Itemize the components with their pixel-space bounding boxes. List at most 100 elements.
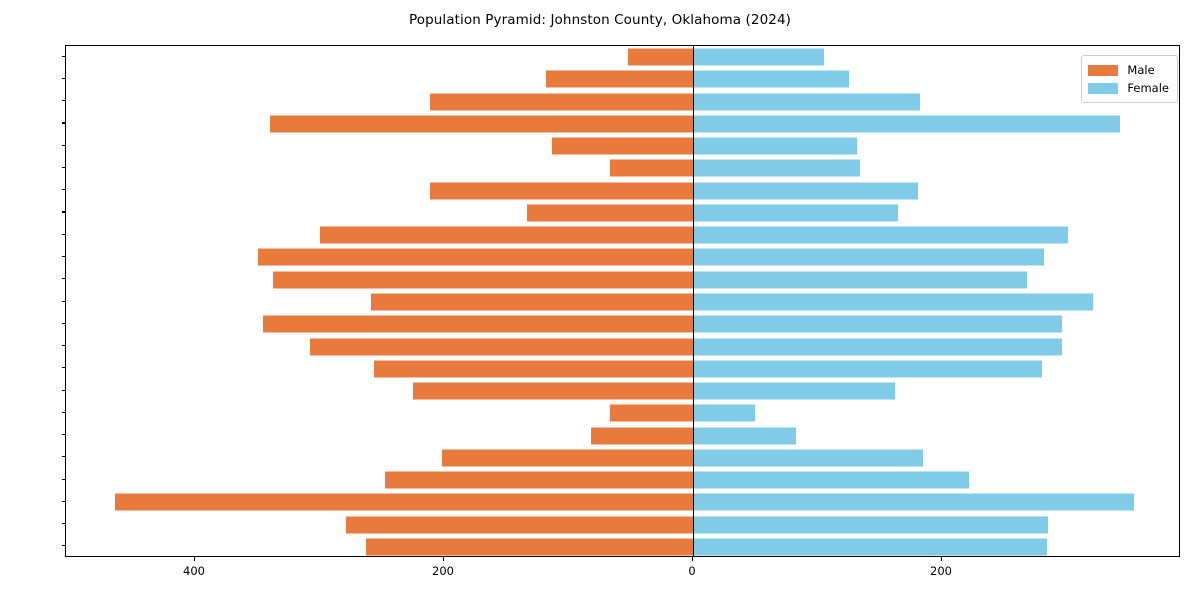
bar-row	[66, 291, 1179, 313]
bar-female	[693, 293, 1093, 311]
y-axis-tick	[61, 434, 66, 436]
bar-female	[693, 137, 858, 155]
bar-male	[609, 159, 693, 177]
y-axis-tick	[61, 233, 66, 235]
bar-male	[258, 248, 693, 266]
bar-female	[693, 538, 1047, 556]
y-axis-tick	[61, 456, 66, 458]
x-axis-tick-label: 0	[688, 564, 696, 578]
y-axis-tick	[61, 345, 66, 347]
bar-row	[66, 424, 1179, 446]
bar-row	[66, 46, 1179, 68]
y-axis-tick	[61, 500, 66, 502]
bar-female	[693, 271, 1027, 289]
bar-female	[693, 338, 1062, 356]
bar-female	[693, 182, 919, 200]
bar-row	[66, 202, 1179, 224]
y-axis-tick	[61, 411, 66, 413]
bar-female	[693, 449, 924, 467]
y-axis-tick	[61, 255, 66, 258]
bar-female	[693, 115, 1121, 133]
legend-entry[interactable]: Female	[1088, 79, 1169, 97]
bar-row	[66, 180, 1179, 202]
x-axis-tick	[940, 557, 942, 561]
y-axis-tick	[61, 478, 66, 480]
y-axis-tick	[61, 55, 66, 57]
bar-row	[66, 68, 1179, 90]
bar-female	[693, 48, 824, 66]
bar-row	[66, 113, 1179, 135]
bar-row	[66, 469, 1179, 491]
bar-male	[430, 93, 693, 111]
bar-female	[693, 427, 797, 445]
y-axis-tick	[61, 523, 66, 525]
bar-male	[385, 471, 693, 489]
y-axis-tick	[61, 389, 66, 391]
legend-swatch-icon	[1088, 64, 1119, 76]
bar-female	[693, 70, 849, 88]
plot-area	[65, 45, 1180, 557]
bar-row	[66, 313, 1179, 335]
x-axis-tick	[442, 557, 444, 561]
bar-row	[66, 358, 1179, 380]
bar-male	[115, 493, 693, 511]
bar-female	[693, 248, 1045, 266]
y-axis-tick	[61, 322, 66, 324]
y-axis-tick	[61, 100, 66, 102]
bar-row	[66, 513, 1179, 535]
y-axis-tick	[61, 77, 66, 79]
bar-male	[552, 137, 693, 155]
legend-label: Male	[1127, 63, 1155, 77]
bar-male	[441, 449, 693, 467]
bar-row	[66, 491, 1179, 513]
bar-female	[693, 315, 1062, 333]
bar-row	[66, 157, 1179, 179]
bar-row	[66, 447, 1179, 469]
chart-legend: Male Female	[1081, 55, 1178, 103]
bar-male	[374, 360, 693, 378]
bar-male	[365, 538, 693, 556]
y-axis-tick	[61, 278, 66, 280]
bar-row	[66, 246, 1179, 268]
y-axis-tick	[61, 144, 66, 146]
bar-female	[693, 93, 920, 111]
x-axis-tick	[193, 557, 195, 561]
bar-female	[693, 360, 1042, 378]
bar-female	[693, 226, 1068, 244]
bar-row	[66, 91, 1179, 113]
bar-female	[693, 471, 970, 489]
y-axis-tick	[61, 211, 66, 213]
bar-male	[345, 516, 693, 534]
x-axis-tick-label: 200	[432, 564, 454, 578]
legend-swatch-icon	[1088, 82, 1119, 94]
bar-female	[693, 404, 756, 422]
bar-female	[693, 382, 895, 400]
bar-male	[273, 271, 693, 289]
bar-row	[66, 380, 1179, 402]
bar-female	[693, 516, 1048, 534]
bar-male	[546, 70, 693, 88]
bar-row	[66, 402, 1179, 424]
y-axis-tick	[61, 545, 66, 547]
bar-row	[66, 135, 1179, 157]
bar-row	[66, 224, 1179, 246]
bar-female	[693, 159, 860, 177]
bar-row	[66, 335, 1179, 357]
bar-female	[693, 204, 899, 222]
bar-male	[590, 427, 693, 445]
bar-male	[263, 315, 693, 333]
bar-row	[66, 536, 1179, 556]
bar-male	[319, 226, 693, 244]
legend-entry[interactable]: Male	[1088, 61, 1169, 79]
y-axis-tick	[61, 166, 66, 169]
y-axis-tick	[61, 189, 66, 191]
legend-label: Female	[1127, 81, 1169, 95]
bar-row	[66, 269, 1179, 291]
x-axis-tick-label: 200	[930, 564, 952, 578]
bar-male	[628, 48, 693, 66]
y-axis-tick	[61, 122, 66, 124]
bar-male	[370, 293, 693, 311]
y-axis-tick	[61, 367, 66, 369]
x-axis-tick	[691, 557, 693, 561]
